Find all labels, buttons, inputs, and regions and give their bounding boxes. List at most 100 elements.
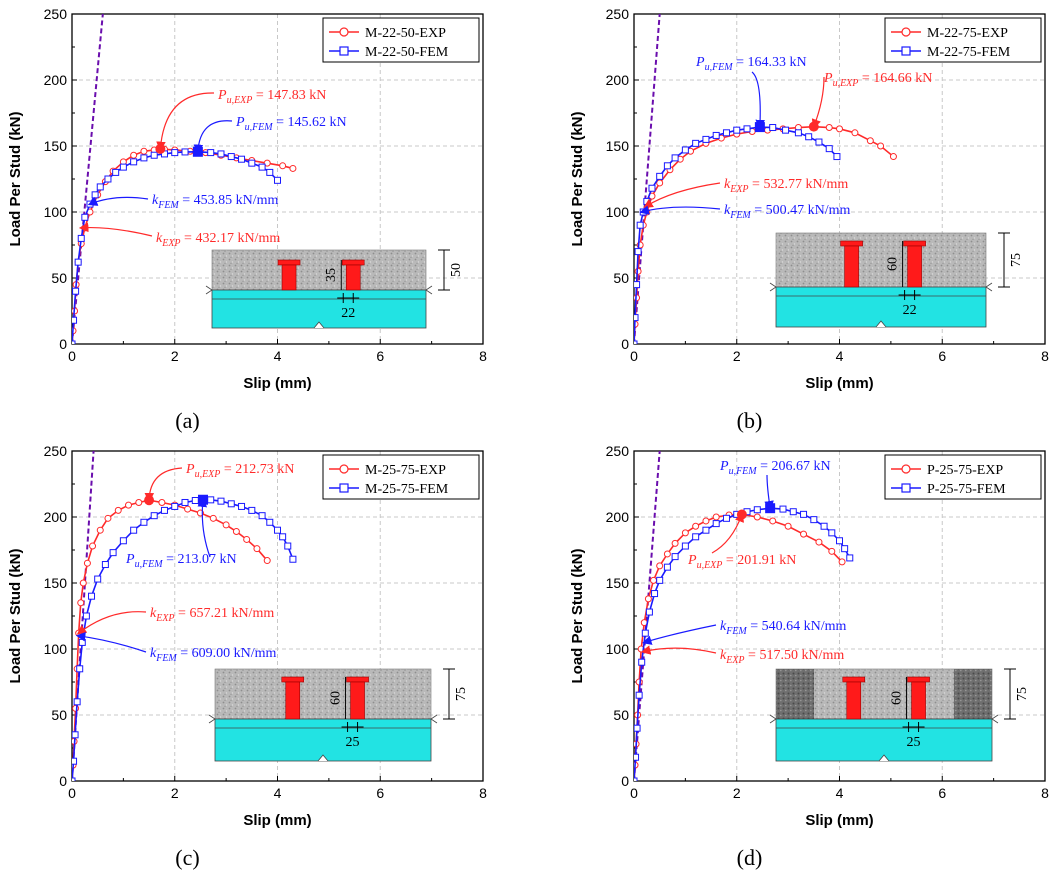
exp-data-point xyxy=(838,558,846,566)
annotation-value: = 540.64 kN/mm xyxy=(747,619,847,634)
annotation-label: kEXP = 517.50 kN/mm xyxy=(720,648,844,666)
fem-data-point xyxy=(227,153,235,161)
panel-label: (a) xyxy=(175,408,199,433)
specimen-inset: 60 75 22 xyxy=(769,232,1024,328)
x-axis-label: Slip (mm) xyxy=(805,375,873,392)
annotation-symbol: k xyxy=(150,606,157,621)
y-tick-label: 100 xyxy=(606,641,630,657)
legend-box xyxy=(884,454,1042,500)
x-tick-label: 2 xyxy=(171,348,179,364)
fem-data-point xyxy=(72,316,78,324)
annotation-value: = 500.47 kN/mm xyxy=(751,203,851,218)
chart-panel: 0 2 4 6 8 0 50 100 150 200 250 Slip (mm) Load Per St… xyxy=(7,443,487,870)
legend-marker xyxy=(901,483,911,493)
fem-data-point xyxy=(681,146,689,154)
annotation-value: = 164.66 kN xyxy=(858,71,932,86)
fem-data-point xyxy=(140,154,148,162)
x-tick-label: 6 xyxy=(938,785,946,801)
fem-data-point xyxy=(289,555,297,563)
annotation-subscript: u,EXP xyxy=(195,469,221,480)
break-mark xyxy=(208,714,216,724)
x-tick-label: 6 xyxy=(376,348,384,364)
annotation-arrow xyxy=(751,71,765,130)
stud-shank xyxy=(911,681,926,720)
annotation-value: = 147.83 kN xyxy=(252,88,326,103)
x-tick-label: 2 xyxy=(733,785,741,801)
fem-data-point xyxy=(130,158,138,166)
exp-data-point xyxy=(96,526,104,534)
annotation-value: = 517.50 kN/mm xyxy=(745,648,845,663)
fem-data-point xyxy=(72,777,76,781)
fem-data-point xyxy=(217,497,225,505)
annotation-value: = 145.62 kN xyxy=(273,115,347,130)
exp-data-point xyxy=(815,538,823,546)
annotation-label: Pu,FEM = 164.33 kN xyxy=(695,55,807,73)
x-tick-label: 8 xyxy=(1041,348,1049,364)
annotation-symbol: P xyxy=(125,552,135,567)
annotation-symbol: P xyxy=(719,459,729,474)
y-tick-label: 0 xyxy=(59,336,67,352)
x-tick-label: 0 xyxy=(630,348,638,364)
annotation-label: Pu,FEM = 145.62 kN xyxy=(235,115,347,133)
fem-data-point xyxy=(266,518,274,526)
stud-shank xyxy=(285,681,301,720)
annotation-subscript: u,EXP xyxy=(697,560,723,571)
y-tick-label: 50 xyxy=(51,270,67,286)
x-tick-label: 4 xyxy=(836,348,844,364)
x-tick-label: 2 xyxy=(171,785,179,801)
precast-joint-right xyxy=(954,669,992,719)
exp-data-point xyxy=(656,562,664,570)
annotation-subscript: EXP xyxy=(155,613,174,624)
stud-dia-dim: 22 xyxy=(341,306,355,321)
annotation-symbol: P xyxy=(823,71,833,86)
annotation-arrow xyxy=(640,645,717,655)
break-mark xyxy=(875,320,887,328)
legend-marker xyxy=(339,27,349,37)
exp-data-point xyxy=(712,513,720,521)
annotation-label: Pu,EXP = 147.83 kN xyxy=(217,88,326,106)
x-axis-label: Slip (mm) xyxy=(243,812,311,829)
x-axis-label: Slip (mm) xyxy=(805,812,873,829)
y-tick-label: 150 xyxy=(606,138,630,154)
exp-data-point xyxy=(114,506,122,514)
legend-label: M-22-50-FEM xyxy=(365,45,449,60)
exp-data-point xyxy=(289,164,297,172)
annotation-label: kFEM = 500.47 kN/mm xyxy=(724,203,851,221)
annotation-subscript: u,EXP xyxy=(227,95,253,106)
annotation-symbol: k xyxy=(720,619,727,634)
fem-data-point xyxy=(72,731,79,739)
fem-data-point xyxy=(238,502,246,510)
annotation-label: kFEM = 609.00 kN/mm xyxy=(150,646,277,664)
fem-data-point xyxy=(72,757,78,765)
fem-data-point xyxy=(217,150,225,158)
fem-data-point xyxy=(663,162,671,170)
exp-data-point xyxy=(77,599,85,607)
annotation-arrow xyxy=(711,512,744,554)
annotation-label: Pu,FEM = 213.07 kN xyxy=(125,552,237,570)
exp-data-point xyxy=(253,545,261,553)
annotation-value: = 212.73 kN xyxy=(220,462,294,477)
annotation-arrow xyxy=(87,196,149,206)
annotation-arrow xyxy=(197,497,211,558)
y-tick-label: 200 xyxy=(44,72,68,88)
exp-data-point xyxy=(634,267,642,275)
chart-panel: 0 2 4 6 8 0 50 100 150 200 250 Slip (mm) Load Per St… xyxy=(569,6,1049,433)
stud-head xyxy=(341,259,365,266)
fem-data-point xyxy=(656,576,664,584)
exp-data-point xyxy=(140,147,148,155)
fem-data-point xyxy=(77,234,85,242)
fem-data-point xyxy=(171,502,179,510)
annotation-value: = 206.67 kN xyxy=(757,459,831,474)
fem-data-point xyxy=(266,168,274,176)
fem-data-point xyxy=(635,691,643,699)
legend-label: M-22-50-EXP xyxy=(365,26,446,41)
fem-data-point xyxy=(88,592,96,600)
fem-data-point xyxy=(258,163,266,171)
exp-data-point xyxy=(702,517,710,525)
legend-label: M-22-75-EXP xyxy=(927,26,1008,41)
exp-data-point xyxy=(650,576,658,584)
legend-marker xyxy=(901,464,911,474)
exp-data-point xyxy=(130,151,138,159)
annotation-arrow xyxy=(144,467,183,503)
x-tick-label: 0 xyxy=(630,785,638,801)
